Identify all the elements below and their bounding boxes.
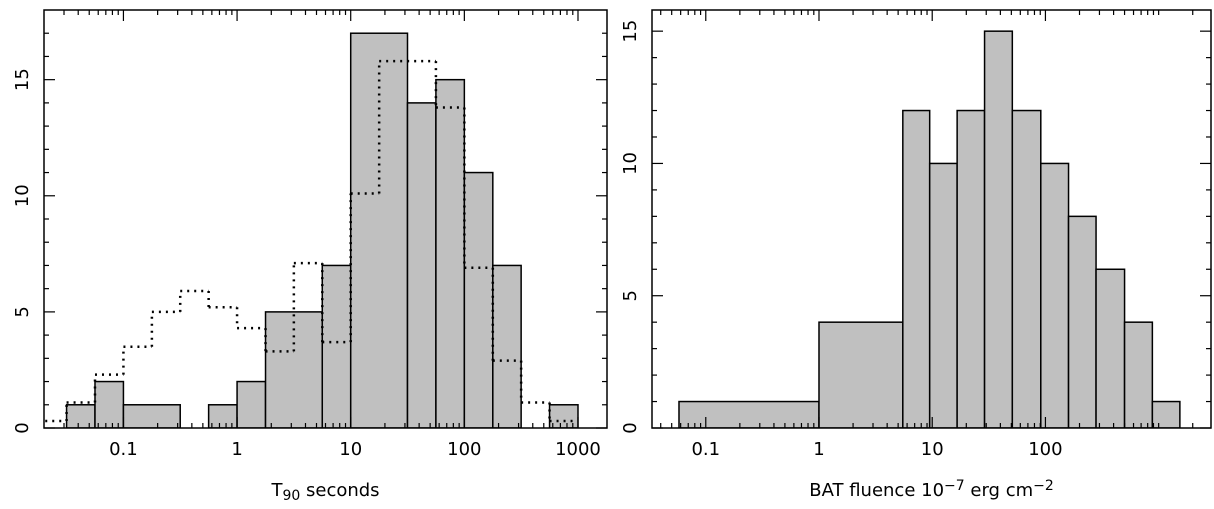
y-tick-label: 5 [620, 290, 641, 301]
y-tick-label: 10 [620, 152, 641, 175]
bar [65, 404, 96, 428]
x-axis-label-sup: −7 [944, 478, 965, 494]
bar [956, 109, 986, 428]
x-tick-label: 1 [813, 439, 824, 460]
x-tick-label: 1000 [555, 439, 601, 460]
y-tick-label: 0 [12, 422, 33, 433]
x-axis-label-sup: −2 [1033, 478, 1054, 494]
bar [928, 162, 958, 428]
x-tick-label: 0.1 [109, 439, 138, 460]
bar [818, 321, 904, 428]
x-tick-label: 10 [921, 439, 944, 460]
bar [492, 264, 522, 428]
bar [236, 380, 267, 428]
bar [1040, 162, 1070, 428]
bar [983, 30, 1014, 428]
bar [264, 311, 324, 428]
bar [463, 171, 494, 428]
y-tick-label: 15 [12, 68, 33, 91]
bar [902, 109, 931, 428]
x-axis-label-part: seconds [300, 480, 379, 501]
x-tick-label: 100 [447, 439, 481, 460]
x-tick-label: 100 [1028, 439, 1062, 460]
plot-area [44, 32, 579, 428]
x-tick-label: 0.1 [691, 439, 720, 460]
bar [1067, 215, 1097, 428]
plot-area [678, 30, 1181, 428]
bar [678, 400, 820, 428]
bar [321, 264, 352, 428]
y-tick-label: 10 [12, 184, 33, 207]
bar [1011, 109, 1042, 428]
bar [406, 102, 437, 428]
x-axis-label: T90 seconds [270, 480, 379, 504]
bar [207, 404, 238, 428]
x-tick-label: 10 [339, 439, 362, 460]
bar [548, 404, 579, 428]
bar [1151, 400, 1181, 428]
bar [435, 78, 466, 428]
y-tick-label: 15 [620, 20, 641, 43]
y-tick-label: 5 [12, 306, 33, 317]
bar [1123, 321, 1154, 428]
x-axis-label-part: BAT fluence 10 [809, 480, 944, 501]
x-axis-label-sub: 90 [282, 488, 300, 504]
bar [349, 32, 409, 428]
bar [1095, 268, 1126, 428]
x-tick-label: 1 [231, 439, 242, 460]
x-axis-label-part: erg cm [965, 480, 1033, 501]
x-axis-label-part: T [270, 480, 283, 501]
bar [122, 404, 181, 428]
bar [94, 380, 125, 428]
y-tick-label: 0 [620, 422, 641, 433]
x-axis-label: BAT fluence 10−7 erg cm−2 [809, 478, 1054, 501]
frame [651, 9, 1212, 429]
